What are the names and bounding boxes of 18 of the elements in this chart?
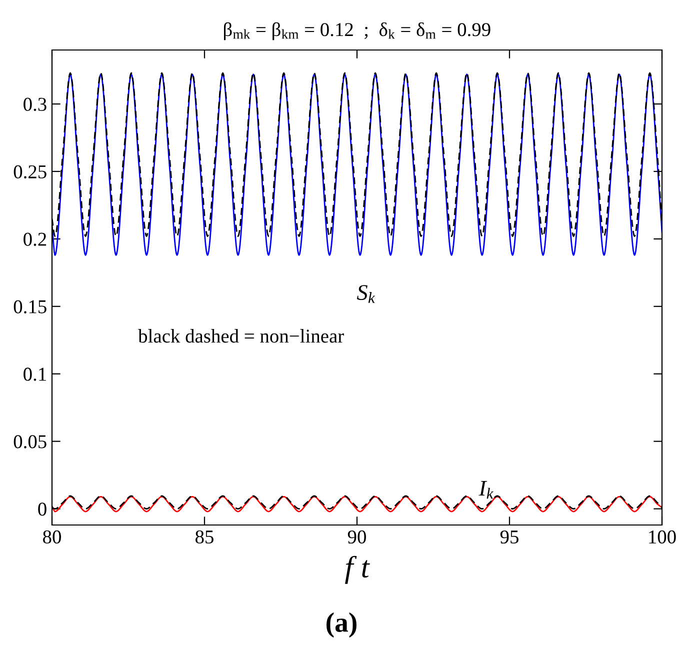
x-tick-label: 80: [43, 530, 61, 544]
y-tick-label: 0.25: [14, 165, 46, 178]
text: (a): [326, 612, 356, 638]
y-tick-label: 0: [38, 502, 46, 516]
x-tick-label: 100: [649, 530, 676, 544]
y-tick-label: 0.15: [14, 300, 46, 314]
annotation: black dashed = non−linear: [138, 329, 344, 343]
y-tick-label: 0.3: [24, 98, 46, 111]
chart-title: β$_{mk}$ = β$_{km}$ = 0.12 ; δ$_{k}$ = δ$_{m}$ = 0.99: [224, 22, 490, 40]
x-tick-label: 90: [348, 530, 366, 544]
annotation: I$_{k}$: [478, 481, 494, 499]
annotation: S$_{k}$: [356, 285, 376, 303]
x-axis-title: f t: [345, 556, 370, 584]
x-tick-label: 95: [500, 530, 518, 544]
y-tick-label: 0.1: [24, 368, 46, 381]
y-tick-label: 0.2: [24, 232, 46, 246]
y-tick-label: 0.05: [14, 435, 46, 448]
x-tick-label: 85: [196, 530, 214, 544]
